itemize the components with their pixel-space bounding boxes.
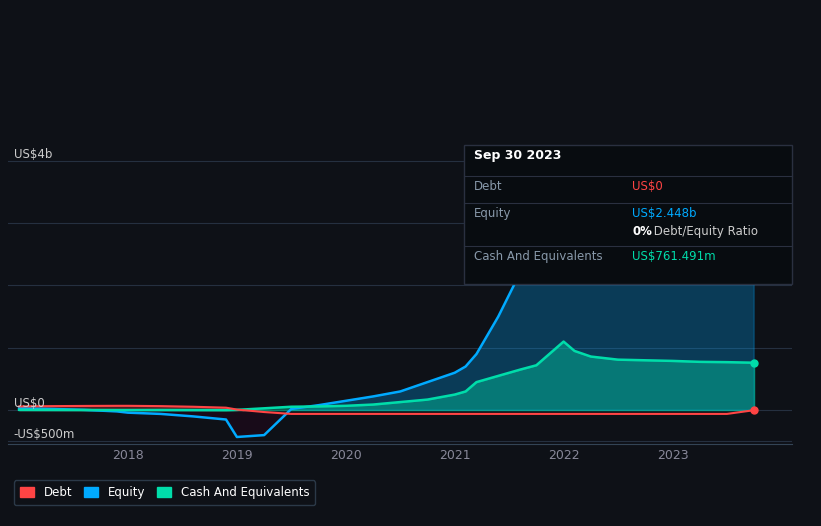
Text: Debt/Equity Ratio: Debt/Equity Ratio [650, 225, 759, 238]
Text: Equity: Equity [474, 207, 511, 220]
Text: US$0: US$0 [14, 397, 44, 410]
Text: US$761.491m: US$761.491m [632, 250, 716, 263]
Text: US$2.448b: US$2.448b [632, 207, 697, 220]
Text: Sep 30 2023: Sep 30 2023 [474, 149, 561, 162]
Text: US$4b: US$4b [14, 148, 52, 161]
Text: 0%: 0% [632, 225, 652, 238]
Text: Debt: Debt [474, 180, 502, 193]
Legend: Debt, Equity, Cash And Equivalents: Debt, Equity, Cash And Equivalents [14, 480, 315, 505]
Text: -US$500m: -US$500m [14, 428, 75, 441]
Text: Cash And Equivalents: Cash And Equivalents [474, 250, 603, 263]
Text: US$0: US$0 [632, 180, 663, 193]
